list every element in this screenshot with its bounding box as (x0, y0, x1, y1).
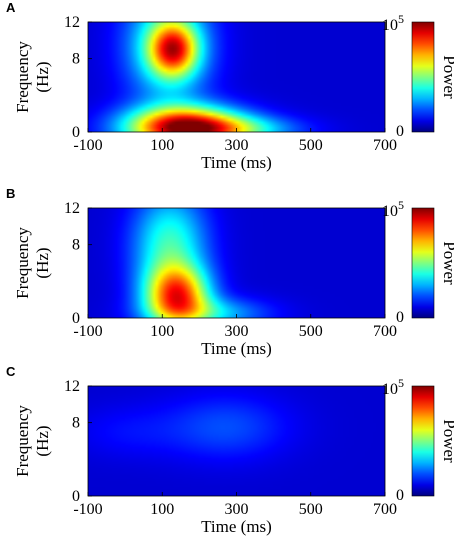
panel-letter: A (6, 0, 16, 15)
y-tick-label: 8 (72, 237, 80, 254)
colorbar-min-label: 0 (396, 309, 404, 326)
x-tick-label: 100 (150, 501, 174, 518)
x-axis-label: Time (ms) (201, 517, 272, 536)
x-tick-label: 300 (225, 137, 249, 154)
x-tick-label: 300 (225, 323, 249, 340)
colorbar-max-label: 105 (382, 376, 404, 398)
y-axis-label: Frequency(Hz) (13, 41, 52, 113)
y-tick-label: 12 (64, 378, 80, 395)
y-tick-label: 0 (72, 124, 80, 141)
x-tick-label: -100 (73, 323, 102, 340)
y-tick-label: 0 (72, 488, 80, 505)
heatmap-surface (88, 386, 385, 496)
y-tick-label: 0 (72, 310, 80, 327)
y-tick-label: 8 (72, 415, 80, 432)
x-tick-label: 300 (225, 501, 249, 518)
y-tick-label: 8 (72, 51, 80, 68)
x-axis-label: Time (ms) (201, 339, 272, 358)
colorbar-label: Power (440, 241, 454, 285)
colorbar-label: Power (440, 419, 454, 463)
x-tick-label: -100 (73, 501, 102, 518)
x-axis-label: Time (ms) (201, 153, 272, 172)
colorbar (411, 207, 435, 319)
x-tick-label: 100 (150, 137, 174, 154)
y-tick-label: 12 (64, 200, 80, 217)
x-tick-label: 700 (373, 137, 397, 154)
x-tick-label: 500 (299, 501, 323, 518)
colorbar-min-label: 0 (396, 487, 404, 504)
colorbar-min-label: 0 (396, 123, 404, 140)
x-tick-label: -100 (73, 137, 102, 154)
y-tick-label: 12 (64, 14, 80, 31)
x-tick-label: 500 (299, 323, 323, 340)
x-tick-label: 700 (373, 323, 397, 340)
panel-letter: B (6, 186, 15, 201)
colorbar (411, 21, 435, 133)
colorbar-label: Power (440, 55, 454, 99)
x-tick-label: 500 (299, 137, 323, 154)
y-axis-label: Frequency(Hz) (13, 227, 52, 299)
heatmap-surface (88, 208, 385, 318)
colorbar (411, 385, 435, 497)
x-tick-label: 100 (150, 323, 174, 340)
heatmap-surface (88, 22, 385, 132)
colorbar-max-label: 105 (382, 12, 404, 34)
x-tick-label: 700 (373, 501, 397, 518)
panel-letter: C (6, 364, 16, 379)
colorbar-max-label: 105 (382, 198, 404, 220)
y-axis-label: Frequency(Hz) (13, 405, 52, 477)
